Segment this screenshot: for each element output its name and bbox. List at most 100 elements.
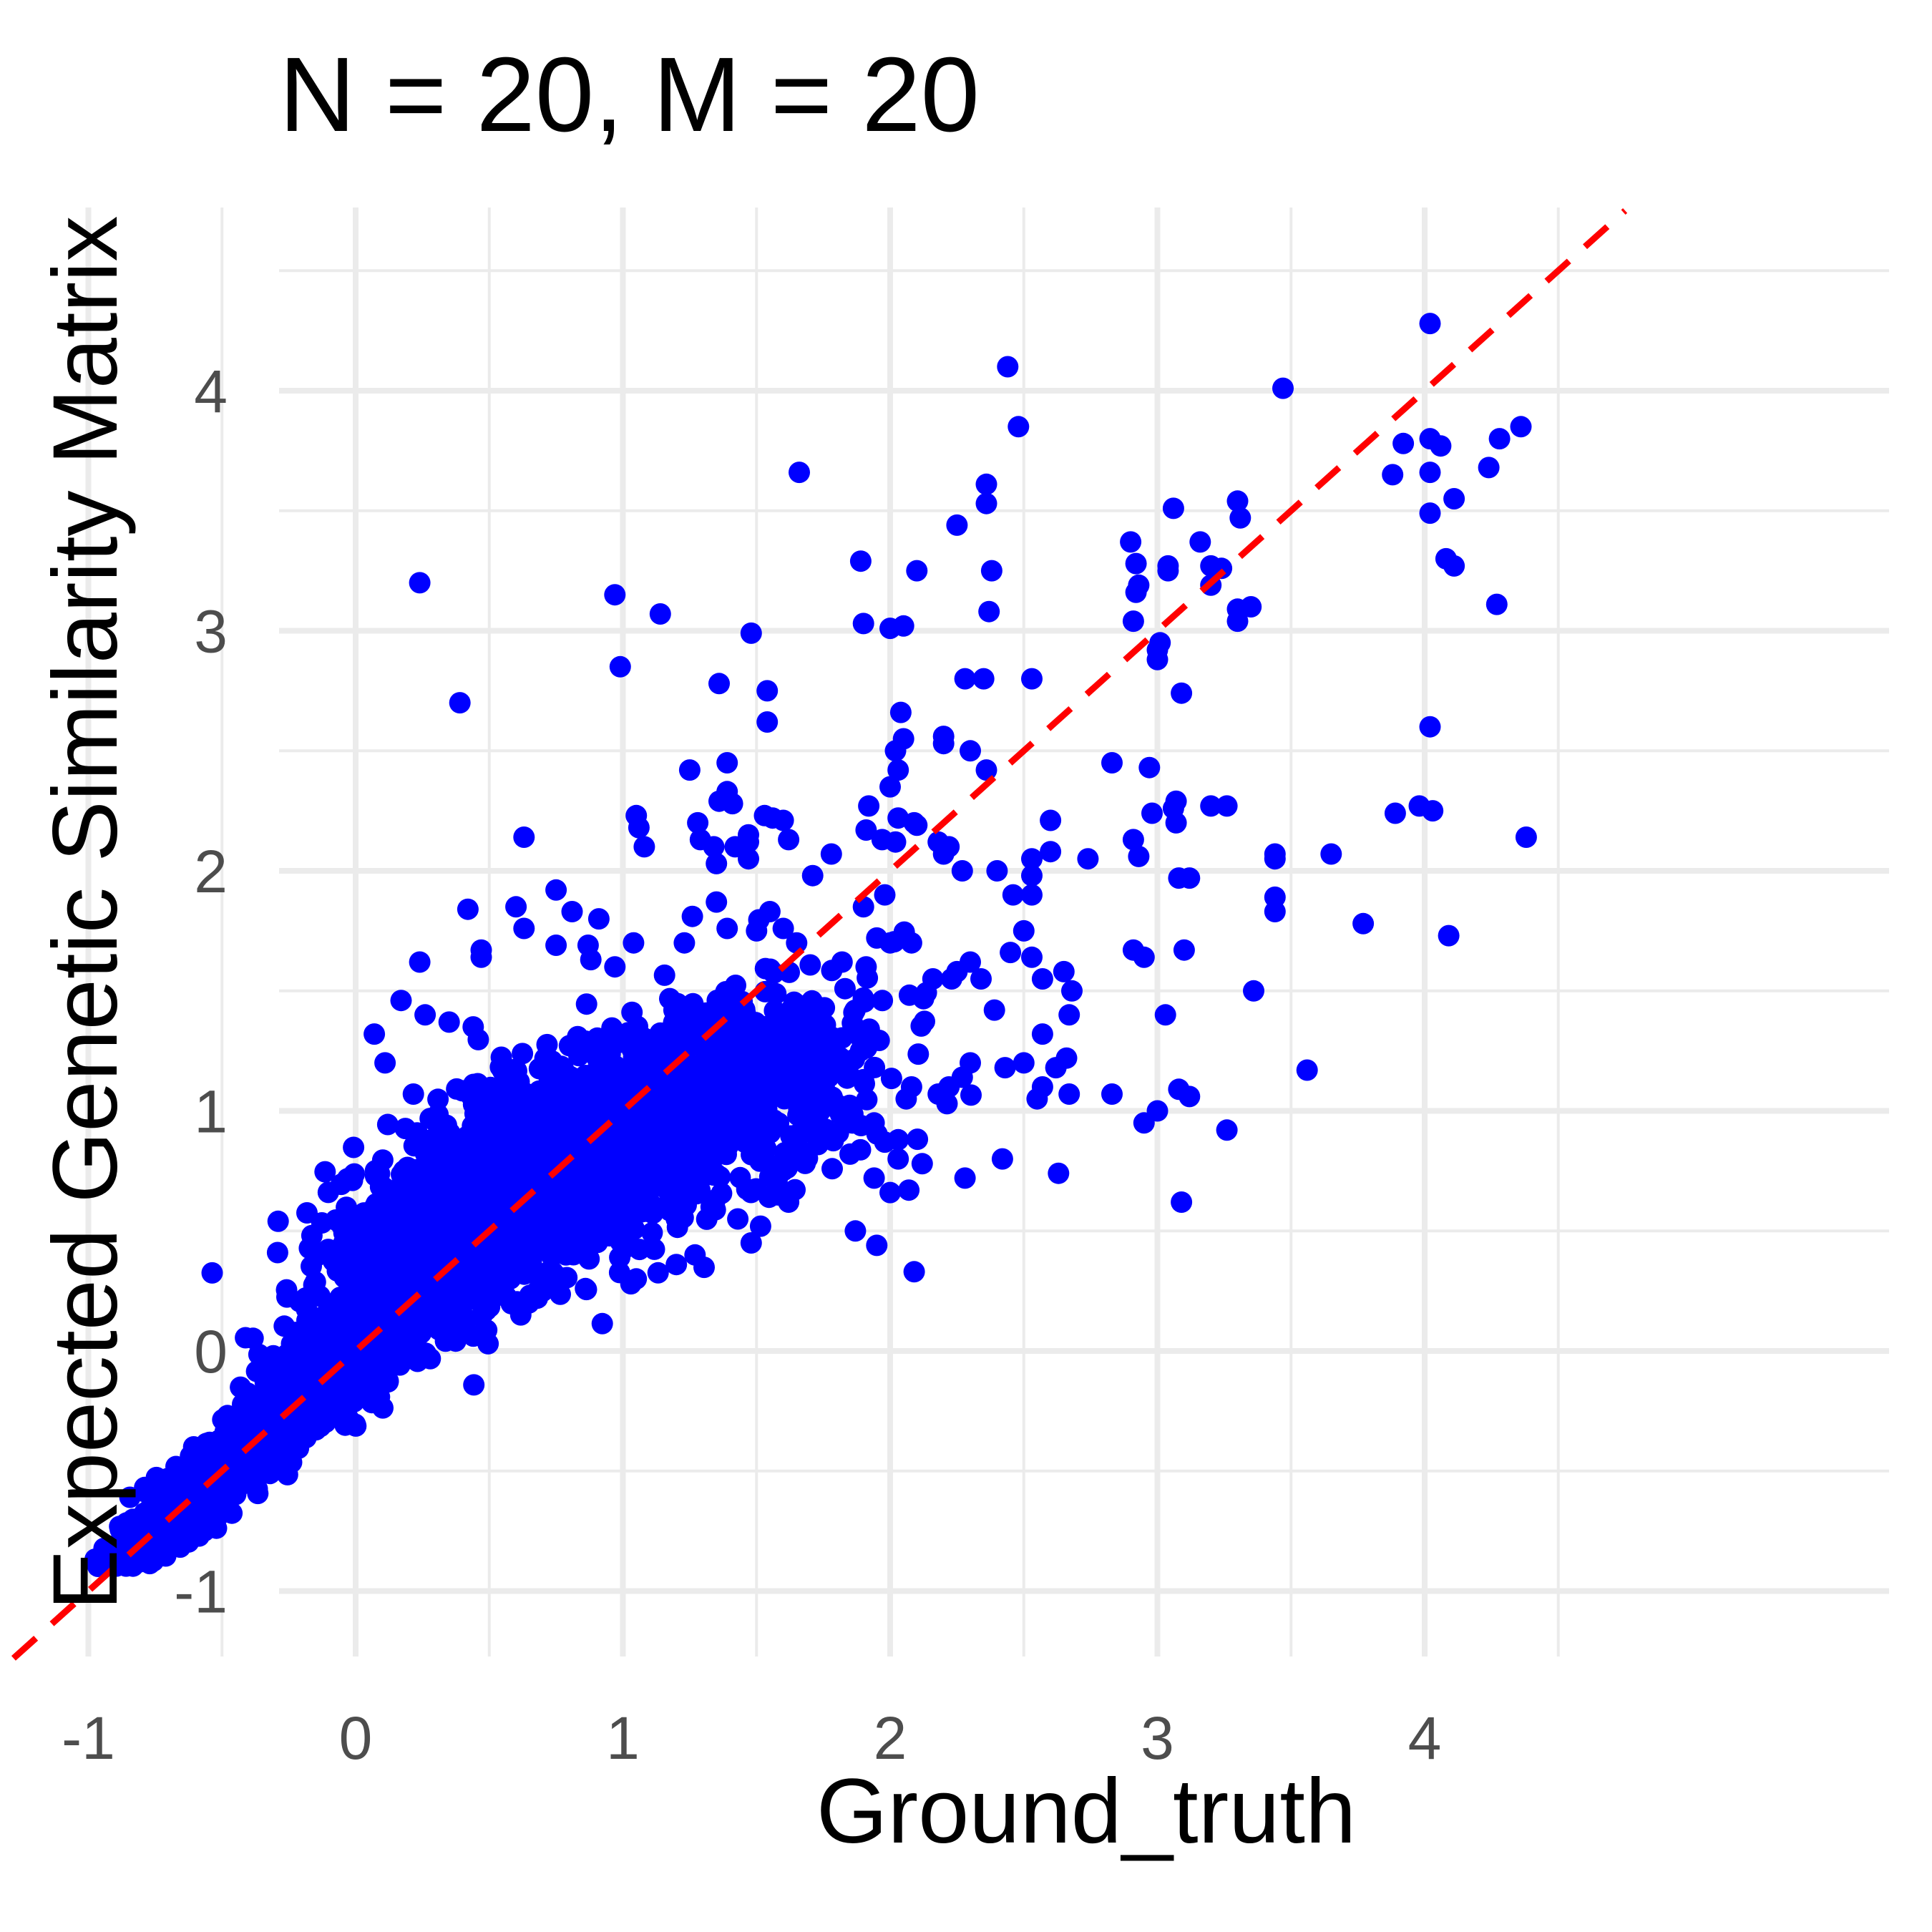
data-point bbox=[528, 1058, 550, 1080]
data-point bbox=[1048, 1162, 1070, 1184]
data-point bbox=[567, 1041, 590, 1063]
data-point bbox=[1173, 939, 1195, 961]
data-point bbox=[446, 1208, 468, 1230]
data-point bbox=[1021, 864, 1043, 887]
y-tick-label: -1 bbox=[174, 1558, 228, 1626]
data-point bbox=[513, 826, 535, 848]
data-point bbox=[1171, 682, 1193, 704]
data-point bbox=[681, 905, 703, 927]
data-point bbox=[374, 1052, 396, 1074]
data-point bbox=[575, 993, 597, 1015]
data-point bbox=[696, 1020, 717, 1042]
data-point bbox=[1320, 843, 1342, 865]
x-tick-label: 1 bbox=[606, 1704, 640, 1772]
data-point bbox=[1392, 432, 1415, 454]
data-point bbox=[716, 917, 738, 940]
data-point bbox=[445, 1152, 467, 1174]
data-point bbox=[512, 1043, 534, 1065]
data-point bbox=[580, 949, 602, 971]
data-point bbox=[910, 1015, 932, 1037]
data-point bbox=[1179, 1085, 1201, 1108]
data-point bbox=[468, 1189, 490, 1211]
y-tick-label: 2 bbox=[194, 838, 228, 905]
data-point bbox=[604, 584, 626, 606]
data-point bbox=[653, 964, 675, 986]
data-point bbox=[598, 1225, 620, 1246]
data-point bbox=[394, 1118, 416, 1140]
y-axis-title: Expected Genetic Similarity Matrix bbox=[34, 215, 137, 1610]
data-point bbox=[436, 1114, 457, 1136]
x-axis-title: Ground_truth bbox=[816, 1760, 1356, 1863]
data-point bbox=[960, 740, 981, 762]
data-point bbox=[641, 1221, 663, 1244]
data-point bbox=[1419, 462, 1441, 484]
data-point bbox=[438, 1011, 460, 1033]
data-point bbox=[381, 1327, 403, 1349]
data-point bbox=[884, 831, 907, 853]
data-point bbox=[794, 1041, 816, 1063]
data-point bbox=[986, 860, 1008, 882]
data-point bbox=[342, 1227, 364, 1249]
data-point bbox=[1058, 1083, 1080, 1105]
data-point bbox=[435, 1282, 457, 1304]
data-point bbox=[1272, 377, 1294, 399]
x-tick-label: -1 bbox=[62, 1704, 115, 1772]
data-point bbox=[810, 1010, 832, 1032]
data-point bbox=[1138, 756, 1161, 779]
data-point bbox=[713, 987, 736, 1010]
data-point bbox=[513, 917, 535, 940]
data-point bbox=[911, 1153, 933, 1175]
data-point bbox=[649, 603, 671, 625]
data-point bbox=[1040, 809, 1062, 831]
data-point bbox=[779, 1087, 801, 1109]
data-point bbox=[794, 995, 816, 1017]
data-point bbox=[789, 462, 810, 484]
data-point bbox=[880, 1068, 902, 1090]
data-point bbox=[1296, 1059, 1318, 1081]
data-point bbox=[321, 1306, 342, 1328]
data-point bbox=[685, 1070, 707, 1093]
data-point bbox=[801, 864, 824, 887]
data-point bbox=[411, 1208, 434, 1230]
data-point bbox=[467, 1206, 489, 1228]
data-point bbox=[1430, 435, 1452, 457]
data-point bbox=[205, 1517, 228, 1539]
data-point bbox=[772, 809, 794, 831]
data-point bbox=[632, 1077, 654, 1099]
data-point bbox=[1021, 946, 1043, 968]
data-point bbox=[408, 1224, 430, 1246]
data-point bbox=[416, 1129, 438, 1151]
data-point bbox=[706, 852, 728, 874]
data-point bbox=[756, 711, 779, 733]
data-point bbox=[462, 1073, 484, 1096]
data-point bbox=[87, 1556, 109, 1577]
data-point bbox=[623, 1218, 645, 1240]
data-point bbox=[445, 1316, 467, 1338]
data-point bbox=[265, 1423, 288, 1445]
data-point bbox=[706, 891, 728, 913]
data-point bbox=[472, 1116, 494, 1138]
data-point bbox=[745, 1017, 767, 1039]
data-point bbox=[587, 908, 610, 930]
data-point bbox=[1122, 610, 1144, 633]
x-tick-label: 0 bbox=[339, 1704, 373, 1772]
data-point bbox=[887, 1128, 909, 1151]
data-point bbox=[412, 1159, 434, 1181]
data-point bbox=[972, 668, 995, 690]
data-point bbox=[470, 946, 492, 968]
data-point bbox=[1125, 552, 1147, 575]
data-point bbox=[401, 1347, 424, 1369]
data-point bbox=[326, 1260, 348, 1282]
data-point bbox=[133, 1502, 155, 1524]
data-point bbox=[555, 1174, 577, 1196]
data-point bbox=[839, 1143, 861, 1165]
data-point bbox=[1058, 1004, 1080, 1026]
data-point bbox=[311, 1212, 333, 1234]
data-point bbox=[505, 896, 527, 918]
y-tick-label: 1 bbox=[194, 1078, 228, 1146]
data-point bbox=[1419, 313, 1441, 335]
data-point bbox=[863, 1167, 885, 1189]
data-point bbox=[1053, 960, 1075, 982]
data-point bbox=[1438, 924, 1460, 947]
